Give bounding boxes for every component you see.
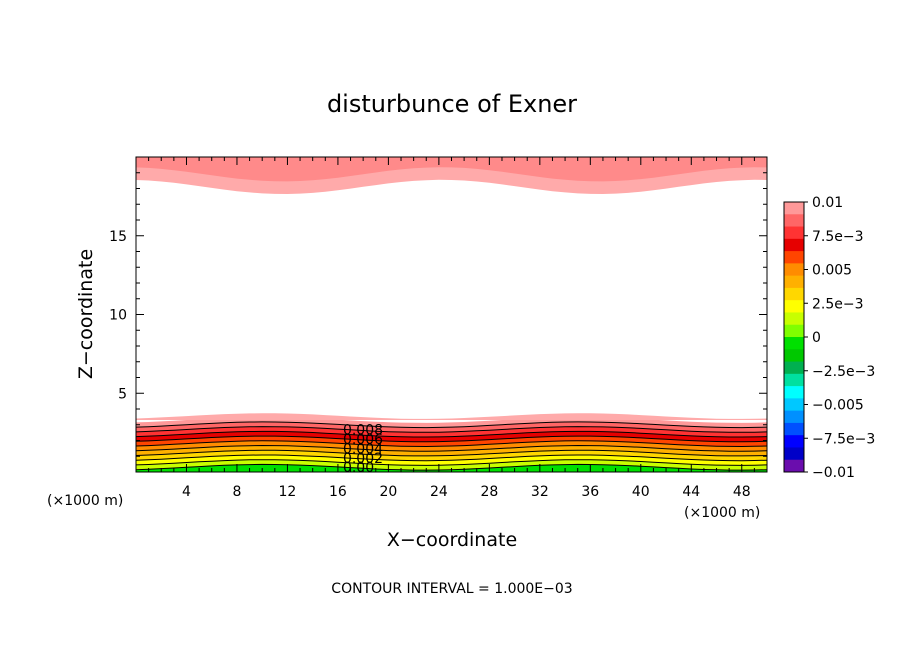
chart-title: disturbunce of Exner xyxy=(327,90,577,118)
contour-label: 0.002 xyxy=(343,451,383,467)
colorbar-swatch xyxy=(784,447,804,461)
colorbar-tick-label: 7.5e−3 xyxy=(812,229,864,245)
colorbar-swatch xyxy=(784,287,804,301)
contour-line xyxy=(135,444,768,452)
y-tick-label: 15 xyxy=(109,229,127,245)
contour-line xyxy=(135,454,768,462)
contour-line xyxy=(135,421,768,429)
colorbar-swatch xyxy=(784,275,804,289)
colorbar-swatch xyxy=(784,422,804,436)
x-tick-label: 32 xyxy=(531,484,549,500)
colorbar-swatch xyxy=(784,361,804,375)
x-tick-label: 24 xyxy=(430,484,448,500)
x-tick-label: 16 xyxy=(329,484,347,500)
contour-fill-fringe xyxy=(136,413,767,420)
x-unit-left: (×1000 m) xyxy=(47,493,123,509)
contour-label: 0.00 xyxy=(343,460,374,476)
colorbar-swatch xyxy=(784,459,804,473)
x-tick-label: 40 xyxy=(632,484,650,500)
x-tick-label: 36 xyxy=(581,484,599,500)
contour-label: 0.006 xyxy=(343,432,383,448)
colorbar-swatch xyxy=(784,398,804,412)
x-tick-label: 20 xyxy=(379,484,397,500)
contour-line xyxy=(135,440,768,448)
colorbar-swatch xyxy=(784,300,804,313)
y-axis-label: Z−coordinate xyxy=(75,249,97,379)
x-tick-label: 4 xyxy=(182,484,191,500)
colorbar-swatch xyxy=(784,312,804,326)
colorbar: 0.01 7.5e−3 0.005 2.5e−3 0 −2.5e−3 −0.005 −7.5e… xyxy=(783,195,875,481)
colorbar-swatch xyxy=(784,238,804,252)
colorbar-tick-label: −7.5e−3 xyxy=(812,431,875,447)
x-tick-label: 28 xyxy=(480,484,498,500)
colorbar-swatch xyxy=(784,251,804,264)
x-axis-ticks: 4 8 12 16 20 24 28 32 36 40 44 48 xyxy=(148,157,755,500)
top-band-layer xyxy=(136,157,767,182)
contour-interval-note: CONTOUR INTERVAL = 1.000E−03 xyxy=(331,581,572,597)
colorbar-tick-label: 0.005 xyxy=(812,263,852,279)
colorbar-swatch xyxy=(784,386,804,399)
contour-line xyxy=(135,459,768,466)
colorbar-swatch xyxy=(784,214,804,228)
colorbar-tick-label: −2.5e−3 xyxy=(812,364,875,380)
colorbar-swatch xyxy=(784,226,804,240)
x-unit-right: (×1000 m) xyxy=(684,505,760,521)
colorbar-tick-label: −0.005 xyxy=(812,398,864,414)
contour-line xyxy=(135,449,768,457)
colorbar-tick-label: 0.01 xyxy=(812,195,843,211)
contour-line xyxy=(135,430,768,438)
y-axis-ticks: 5 10 15 xyxy=(109,172,767,457)
x-axis-label: X−coordinate xyxy=(387,529,517,551)
plot-fill-layers xyxy=(136,157,767,472)
colorbar-swatch xyxy=(784,337,804,350)
contour-fill-layer xyxy=(136,464,767,472)
colorbar-tick-label: 0 xyxy=(812,330,821,346)
x-tick-label: 12 xyxy=(279,484,297,500)
x-tick-label: 8 xyxy=(232,484,241,500)
contour-line xyxy=(135,426,768,433)
colorbar-swatch xyxy=(784,263,804,277)
colorbar-swatch xyxy=(784,324,804,338)
colorbar-swatch xyxy=(784,410,804,424)
y-tick-label: 5 xyxy=(118,386,127,402)
colorbar-swatch xyxy=(784,435,804,448)
colorbar-tick-label: 2.5e−3 xyxy=(812,296,864,312)
contour-line xyxy=(135,435,768,443)
contour-label: 0.004 xyxy=(343,441,383,457)
colorbar-swatch xyxy=(784,349,804,363)
colorbar-tick-label: −0.01 xyxy=(812,465,855,481)
colorbar-swatch xyxy=(784,373,804,387)
y-tick-label: 10 xyxy=(109,308,127,324)
contour-label: 0.008 xyxy=(343,422,383,438)
colorbar-swatch xyxy=(784,202,804,215)
x-tick-label: 44 xyxy=(682,484,700,500)
x-tick-label: 48 xyxy=(733,484,751,500)
